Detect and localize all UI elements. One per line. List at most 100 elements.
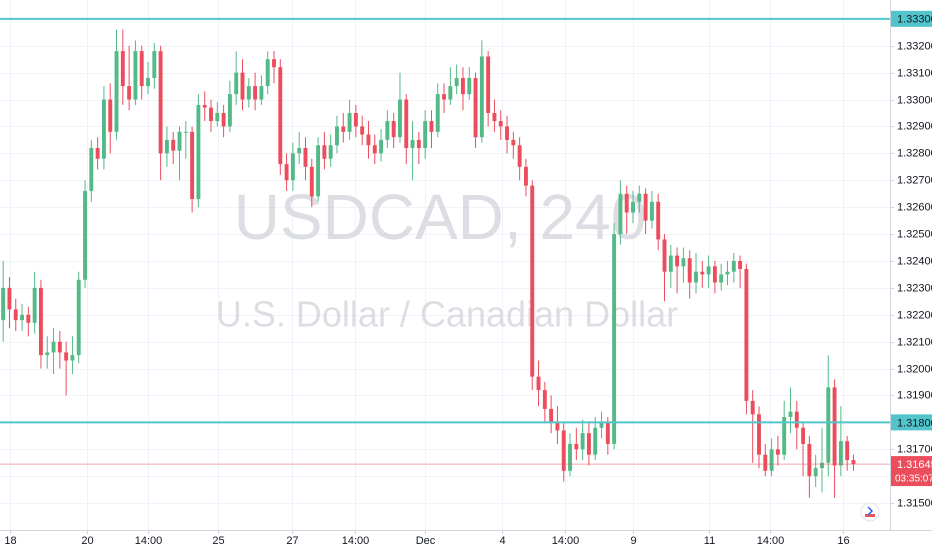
candle-body [322,145,327,159]
x-tick-label: 14:00 [757,535,785,547]
candle-body [164,139,169,154]
level-tag-label: 1.33300 [897,14,932,26]
candle-body [347,112,352,132]
x-tick-label: Dec [416,535,436,547]
candle-body [744,269,749,401]
candle-body [656,201,661,240]
candle-body [26,314,31,323]
candle-body [108,99,113,132]
candle-body [152,51,157,79]
candle-body [505,126,509,140]
candle-body [7,287,12,310]
candle-body [763,454,768,471]
candle-body [101,99,106,159]
y-tick-label: 1.32200 [897,309,932,321]
y-tick-label: 1.31500 [897,497,932,509]
logo-arrow [867,506,874,516]
x-tick-label: 20 [81,535,93,547]
candle-body [385,121,390,140]
candle-body [675,255,680,267]
level-tag [891,414,932,431]
candle-body [95,147,100,159]
candle-body [423,121,428,148]
candle-body [486,56,491,113]
candle-body [83,191,87,280]
candle-body [51,341,56,353]
y-tick-label: 1.32800 [897,147,932,159]
candle-body [234,72,239,95]
candle-body [605,422,610,444]
y-tick-label: 1.32400 [897,255,932,267]
candle-body [782,417,787,455]
candle-body [593,427,598,455]
y-tick-label: 1.32700 [897,174,932,186]
candle-body [64,352,69,361]
y-tick-label: 1.31900 [897,389,932,401]
candle-body [492,112,497,122]
y-tick-label: 1.31700 [897,443,932,455]
candle-body [794,411,799,428]
candle-body [265,59,270,87]
candle-body [127,86,132,100]
y-tick-label: 1.32500 [897,228,932,240]
candle-body [196,104,201,200]
candle-body [259,86,264,100]
candle-body [366,134,371,146]
x-tick-label: 18 [4,535,16,547]
candle-body [498,121,503,127]
candle-body [70,355,75,361]
candle-body [681,258,686,267]
candle-body [750,400,755,415]
candle-body [429,121,434,132]
candle-body [410,139,415,148]
candle-body [284,164,289,181]
candle-body [719,274,724,283]
x-tick-label: 25 [212,535,224,547]
candle-body [599,422,604,428]
candle-body [580,433,585,450]
candle-body [398,99,402,138]
x-tick-label: 14:00 [342,535,370,547]
candle-body [297,147,302,154]
candle-body [845,441,850,461]
candle-body [146,78,150,87]
x-tick-label: 11 [704,535,715,547]
candle-body [637,193,642,202]
candle-body [738,260,743,270]
last-price-tag [891,456,932,487]
candle-body [838,441,843,466]
y-tick-label: 1.33200 [897,40,932,52]
candle-body [435,94,440,132]
candle-body [536,376,541,391]
watermark-description: U.S. Dollar / Canadian Dollar [216,294,678,335]
candle-body [177,131,182,151]
candle-body [272,59,276,68]
candle-body [542,390,547,409]
candle-body [643,193,648,221]
candle-body [662,239,667,272]
candle-body [460,78,465,95]
candle-body [404,99,409,148]
candle-body [549,408,554,423]
candle-body [757,414,761,455]
candle-body [13,309,18,321]
candle-body [171,139,176,151]
candle-body [209,107,213,122]
candle-body [372,145,377,154]
candle-body [820,462,824,469]
candle-body [700,271,705,275]
candle-body [89,147,94,192]
candle-body [76,279,81,356]
y-tick-label: 1.32600 [897,201,932,213]
watermark-symbol: USDCAD, 240 [234,181,647,253]
logo-button[interactable] [860,502,880,522]
candle-body [731,260,736,272]
candle-body [826,387,831,463]
plot [0,17,890,498]
candle-body [448,86,453,100]
candle-body [114,51,119,132]
candle-body [561,430,566,471]
grid [0,0,890,530]
candle-body [511,139,516,146]
